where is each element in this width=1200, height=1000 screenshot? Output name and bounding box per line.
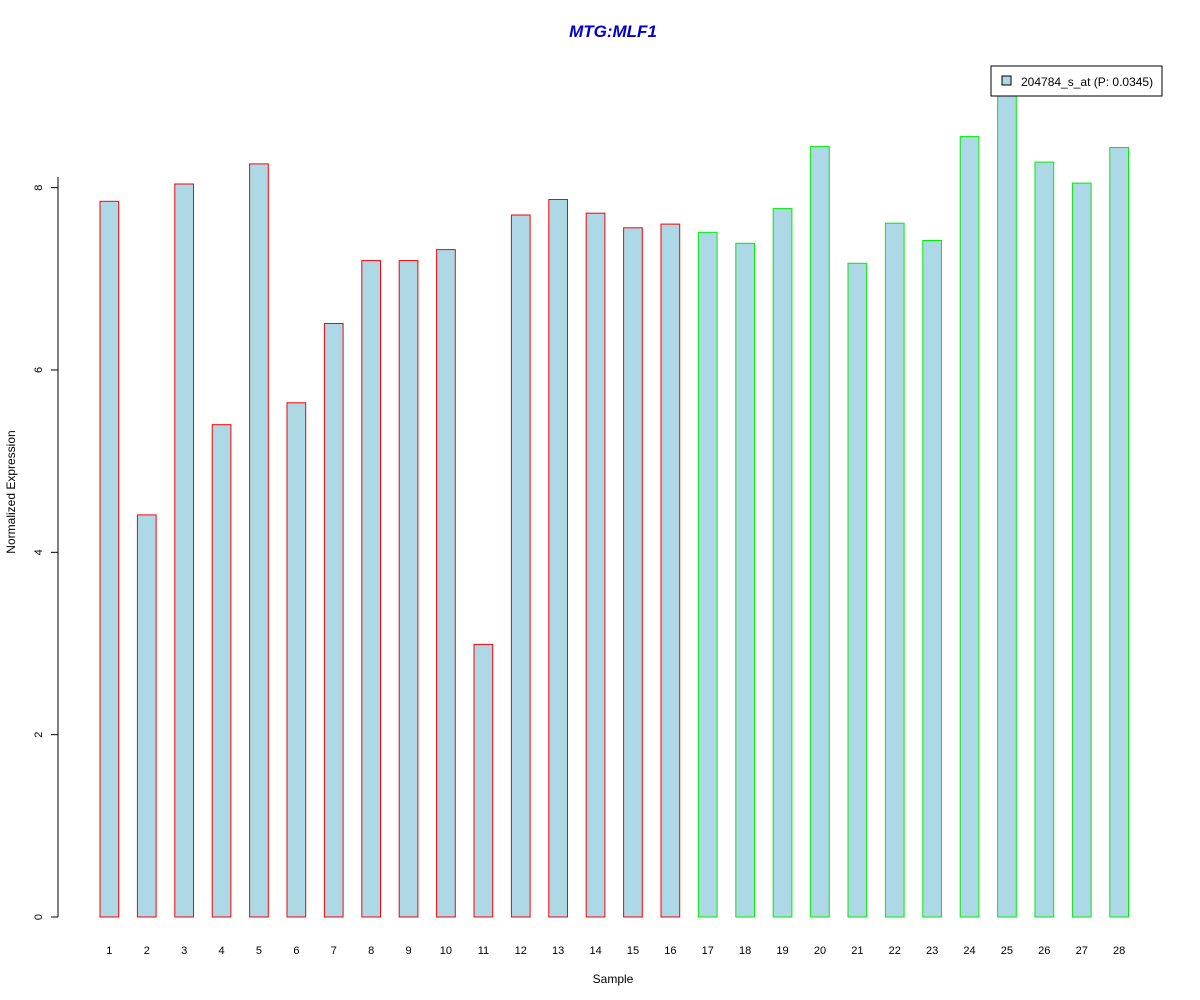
bar-sample-3 <box>174 183 195 918</box>
bar-sample-7 <box>323 323 344 918</box>
legend-box <box>990 65 1163 97</box>
chart-title: MTG:MLF1 <box>569 22 657 41</box>
x-tick-label: 20 <box>814 945 826 957</box>
x-tick-label: 24 <box>963 945 975 957</box>
x-tick-label: 8 <box>368 945 374 957</box>
bar-sample-8 <box>361 260 381 918</box>
x-tick-label: 25 <box>1001 945 1013 957</box>
bar-sample-26 <box>1034 161 1055 918</box>
x-tick-label: 4 <box>218 945 224 957</box>
y-tick-label: 4 <box>33 549 45 555</box>
x-tick-label: 14 <box>589 945 601 957</box>
x-tick-label: 28 <box>1113 945 1125 957</box>
legend: 204784_s_at (P: 0.0345) <box>990 65 1163 97</box>
x-tick-label: 9 <box>406 945 412 957</box>
x-tick-label: 12 <box>515 945 527 957</box>
bar-sample-11 <box>473 643 494 918</box>
bar-sample-14 <box>585 212 606 918</box>
bar-sample-10 <box>436 249 456 918</box>
x-tick-label: 26 <box>1038 945 1050 957</box>
x-tick-label: 1 <box>106 945 112 957</box>
x-tick-label: 3 <box>181 945 187 957</box>
bar-sample-15 <box>623 227 643 918</box>
x-tick-label: 19 <box>776 945 788 957</box>
x-tick-label: 15 <box>627 945 639 957</box>
bar-sample-12 <box>510 214 531 918</box>
bar-sample-16 <box>660 223 681 918</box>
bar-sample-27 <box>1071 182 1092 918</box>
bar-sample-9 <box>398 260 419 918</box>
x-tick-label: 21 <box>851 945 863 957</box>
x-tick-label: 22 <box>889 945 901 957</box>
y-tick-label: 6 <box>33 367 45 373</box>
bar-sample-18 <box>735 242 755 918</box>
bar-sample-20 <box>810 146 830 918</box>
bar-sample-2 <box>136 514 157 918</box>
x-tick-label: 16 <box>664 945 676 957</box>
bar-sample-1 <box>99 200 120 918</box>
bar-sample-23 <box>922 240 942 918</box>
x-tick-label: 10 <box>440 945 452 957</box>
x-tick-label: 17 <box>702 945 714 957</box>
bar-sample-21 <box>847 262 868 918</box>
y-ticks: 0 2 4 6 8 <box>33 185 58 920</box>
legend-label: 204784_s_at (P: 0.0345) <box>1021 75 1153 89</box>
y-axis-title: Normalized Expression <box>4 430 18 553</box>
x-tick-label: 6 <box>293 945 299 957</box>
legend-swatch <box>1001 75 1012 86</box>
x-tick-label: 7 <box>331 945 337 957</box>
x-tick-label: 5 <box>256 945 262 957</box>
bar-sample-19 <box>772 208 793 918</box>
y-tick-label: 8 <box>33 185 45 191</box>
x-tick-label: 2 <box>144 945 150 957</box>
bar-sample-24 <box>959 136 980 918</box>
y-tick-label: 0 <box>33 914 45 920</box>
x-axis-title: Sample <box>593 972 634 986</box>
bar-sample-25 <box>997 68 1017 918</box>
bar-sample-28 <box>1109 147 1130 918</box>
bar-sample-6 <box>286 402 307 918</box>
y-tick-label: 2 <box>33 732 45 738</box>
x-tick-labels: 1 2 3 4 5 6 7 8 9 10 11 12 13 14 15 16 17 18 19 20 21 22 23 24 2… <box>106 945 1125 957</box>
bar-sample-22 <box>884 222 905 918</box>
bar-sample-5 <box>249 163 269 918</box>
x-tick-label: 13 <box>552 945 564 957</box>
x-tick-label: 18 <box>739 945 751 957</box>
bar-sample-4 <box>211 424 232 918</box>
x-tick-label: 23 <box>926 945 938 957</box>
bars <box>99 68 1130 918</box>
x-tick-label: 27 <box>1076 945 1088 957</box>
bar-sample-17 <box>697 231 718 918</box>
bar-sample-13 <box>548 199 568 918</box>
x-tick-label: 11 <box>478 945 489 957</box>
